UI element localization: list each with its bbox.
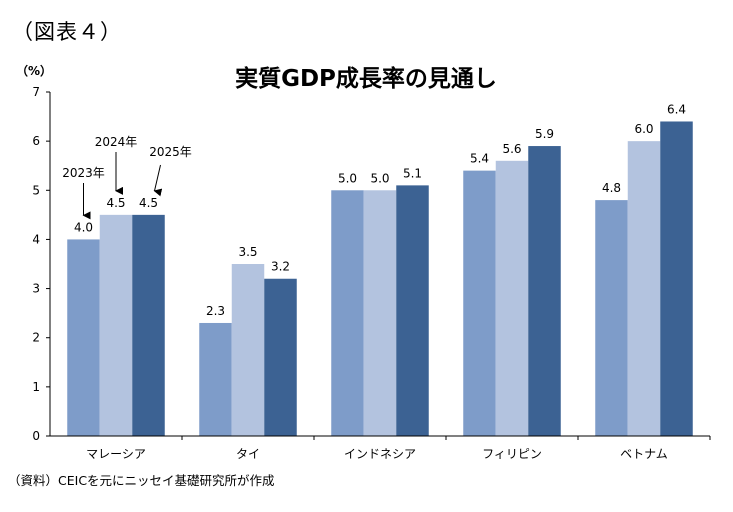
bar bbox=[264, 278, 297, 436]
plot-area: 4.0 4.5 4.5 2.3 3.5 3.2 5.0 5.0 5.1 5.4 5.6 5.9 4.8 6… bbox=[67, 102, 693, 437]
y-tick-label: 6 bbox=[32, 134, 40, 148]
bar-value-label: 3.5 bbox=[238, 245, 257, 259]
y-tick-label: 2 bbox=[32, 331, 40, 345]
bar bbox=[132, 214, 165, 436]
bar bbox=[331, 190, 364, 436]
bar bbox=[396, 185, 429, 436]
category-label: タイ bbox=[236, 447, 260, 461]
series-name-annotation: 2023年 bbox=[62, 166, 105, 180]
y-tick-label: 1 bbox=[32, 380, 40, 394]
source-note: （資料）CEICを元にニッセイ基礎研究所が作成 bbox=[8, 473, 275, 488]
bar-value-label: 3.2 bbox=[271, 260, 290, 274]
bar bbox=[495, 160, 529, 437]
bar bbox=[67, 239, 100, 436]
series-name-annotation: 2024年 bbox=[95, 135, 138, 149]
bar-value-label: 5.0 bbox=[370, 171, 389, 185]
bar-value-label: 2.3 bbox=[206, 304, 225, 318]
y-tick-label: 4 bbox=[32, 232, 40, 246]
bar bbox=[660, 121, 693, 436]
bar-value-label: 5.6 bbox=[502, 142, 521, 156]
bar-value-label: 4.8 bbox=[602, 181, 621, 195]
bar bbox=[99, 214, 133, 436]
category-label: フィリピン bbox=[482, 447, 542, 461]
figure-label: （図表４） bbox=[12, 20, 122, 44]
y-tick-label: 0 bbox=[32, 429, 40, 443]
bar bbox=[363, 190, 397, 436]
bar-value-label: 4.5 bbox=[106, 196, 125, 210]
bar bbox=[199, 322, 232, 436]
bar bbox=[528, 146, 561, 437]
y-axis: 0 1 2 3 4 5 6 7 bbox=[32, 85, 50, 443]
bar-value-label: 5.4 bbox=[470, 152, 489, 166]
y-tick-label: 3 bbox=[32, 282, 40, 296]
annotation-arrow bbox=[153, 164, 163, 197]
series-name-annotation: 2025年 bbox=[149, 145, 192, 159]
chart-title: 実質GDP成長率の見通し bbox=[235, 65, 497, 92]
bar-value-label: 5.9 bbox=[535, 127, 554, 141]
bar-value-label: 6.0 bbox=[634, 122, 653, 136]
category-label: マレーシア bbox=[86, 447, 146, 461]
bar-value-label: 4.5 bbox=[139, 196, 158, 210]
category-label: ベトナム bbox=[620, 447, 668, 461]
bar-value-label: 4.0 bbox=[74, 220, 93, 234]
bar bbox=[463, 170, 496, 436]
bar-value-label: 5.1 bbox=[403, 166, 422, 180]
bar bbox=[595, 200, 628, 436]
bar-chart: 実質GDP成長率の見通し （%） 0 1 2 3 4 5 6 7 4.0 4.5 4.5 2.3 3.… bbox=[16, 63, 711, 461]
bar bbox=[231, 264, 265, 436]
series-annotations: 2023年 2024年 2025年 bbox=[62, 135, 192, 220]
y-axis-unit: （%） bbox=[16, 63, 52, 78]
category-label: インドネシア bbox=[344, 447, 416, 461]
bar-value-label: 6.4 bbox=[667, 102, 686, 116]
y-tick-label: 7 bbox=[32, 85, 40, 99]
bar-value-label: 5.0 bbox=[338, 171, 357, 185]
bar bbox=[627, 141, 661, 436]
x-axis: マレーシア タイ インドネシア フィリピン ベトナム bbox=[86, 436, 711, 461]
y-tick-label: 5 bbox=[32, 183, 40, 197]
